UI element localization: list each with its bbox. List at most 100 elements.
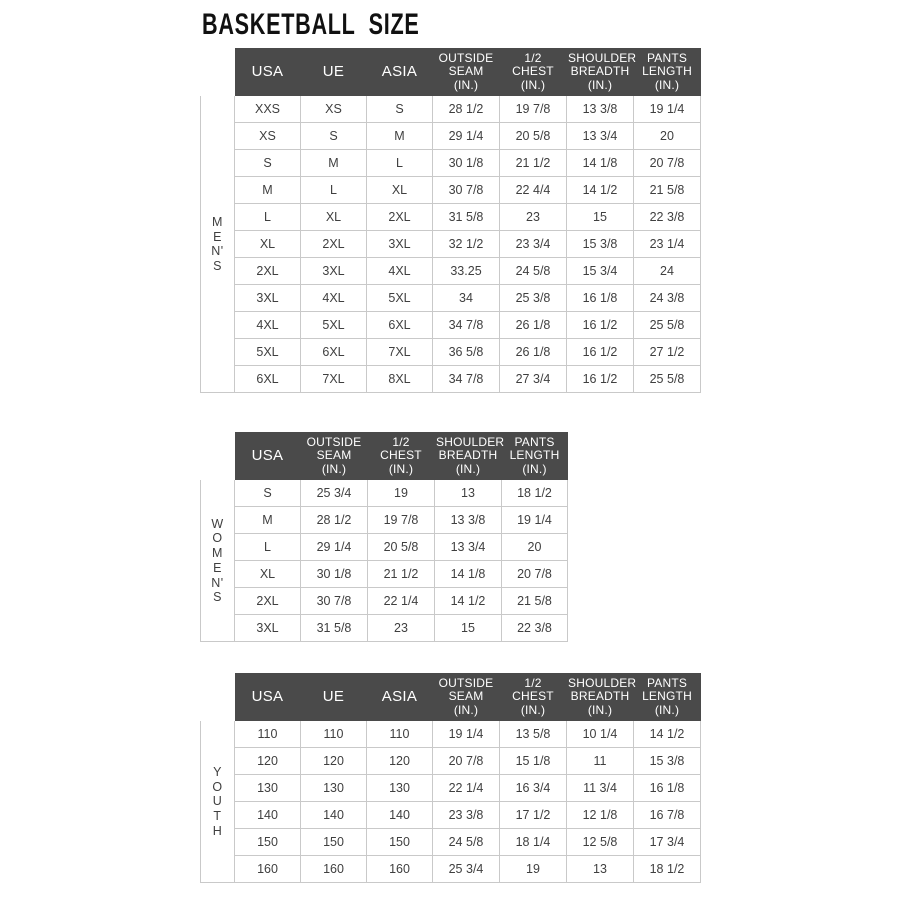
table-row: L 29 1/4 20 5/8 13 3/4 20 <box>201 533 568 562</box>
group-label-letter: W <box>211 516 224 531</box>
measurement-cell: 17 1/2 <box>499 801 567 830</box>
measurement-cell: 15 <box>434 614 502 643</box>
size-cell: 3XL <box>234 614 301 643</box>
measurement-cell: 30 1/8 <box>300 560 368 589</box>
youth-table-body: Y O U T H 110 110 110 19 1/4 13 5/8 10 1/4 14 1/2 12… <box>200 720 701 884</box>
measurement-cell: 16 1/8 <box>566 284 634 313</box>
measurement-cell: 13 3/8 <box>566 95 634 124</box>
size-cell: S <box>234 149 301 178</box>
header-row: USA OUTSIDE SEAM (IN.) 1/2 CHEST (IN.) SHOULDER… <box>200 431 568 481</box>
measurement-cell: 11 3/4 <box>566 774 634 803</box>
size-cell: 5XL <box>234 338 301 367</box>
size-cell: S <box>234 479 301 508</box>
size-cell: 2XL <box>234 587 301 616</box>
table-row: 3XL 4XL 5XL 34 25 3/8 16 1/8 24 3/8 <box>201 284 701 313</box>
group-label-letter: S <box>213 590 222 605</box>
measurement-cell: 25 5/8 <box>633 311 701 340</box>
measurement-cell: 31 5/8 <box>300 614 368 643</box>
table-row: Y O U T H 110 110 110 19 1/4 13 5/8 10 1/4 14 1/2 <box>200 720 701 884</box>
measurement-cell: 160 <box>300 855 367 884</box>
measurement-cell: 140 <box>300 801 367 830</box>
measurement-cell: 140 <box>366 801 433 830</box>
measurement-cell: 14 1/2 <box>633 720 701 749</box>
header-corner-cell <box>200 47 235 97</box>
measurement-cell: 14 1/8 <box>434 560 502 589</box>
size-cell: 130 <box>234 774 301 803</box>
measurement-cell: 110 <box>366 720 433 749</box>
group-label-letter: M <box>212 214 223 229</box>
measurement-cell: 7XL <box>300 365 367 394</box>
measurement-cell: 25 5/8 <box>633 365 701 394</box>
measurement-cell: 13 3/8 <box>434 506 502 535</box>
measurement-cell: 22 3/8 <box>501 614 568 643</box>
header-row: USA UE ASIA OUTSIDE SEAM (IN.) 1/2 CHEST (IN.) SH… <box>200 672 701 722</box>
measurement-cell: 24 5/8 <box>499 257 567 286</box>
column-header-5: SHOULDER BREADTH (IN.) <box>566 47 636 97</box>
header-row: USA UE ASIA OUTSIDE SEAM (IN.) 1/2 CHEST (IN.) SH… <box>200 47 701 97</box>
table-row: XS S M 29 1/4 20 5/8 13 3/4 20 <box>201 122 701 151</box>
size-cell: XS <box>234 122 301 151</box>
measurement-cell: 24 5/8 <box>432 828 500 857</box>
measurement-cell: 4XL <box>300 284 367 313</box>
column-header-3: SHOULDER BREADTH (IN.) <box>434 431 504 481</box>
measurement-cell: 19 1/4 <box>432 720 500 749</box>
column-header-6: PANTS LENGTH (IN.) <box>633 47 701 97</box>
measurement-cell: 34 <box>432 284 500 313</box>
measurement-cell: 16 1/2 <box>566 338 634 367</box>
size-cell: 160 <box>234 855 301 884</box>
womens-size-table: USA OUTSIDE SEAM (IN.) 1/2 CHEST (IN.) SHOULDER… <box>200 431 568 643</box>
measurement-cell: 5XL <box>366 284 433 313</box>
measurement-cell: M <box>366 122 433 151</box>
measurement-cell: 28 1/2 <box>432 95 500 124</box>
group-label-letter: H <box>212 823 223 838</box>
measurement-cell: 21 1/2 <box>367 560 435 589</box>
column-header-4: 1/2 CHEST (IN.) <box>499 47 567 97</box>
measurement-cell: L <box>300 176 367 205</box>
mens-size-table: USA UE ASIA OUTSIDE SEAM (IN.) 1/2 CHEST (IN.) SH… <box>200 47 701 394</box>
womens-table-header: USA OUTSIDE SEAM (IN.) 1/2 CHEST (IN.) SHOULDER… <box>200 431 568 481</box>
group-label-letter: N' <box>211 575 224 590</box>
measurement-cell: 23 <box>499 203 567 232</box>
measurement-cell: 25 3/4 <box>300 479 368 508</box>
measurement-cell: 15 1/8 <box>499 747 567 776</box>
column-header-4: PANTS LENGTH (IN.) <box>501 431 568 481</box>
measurement-cell: 22 1/4 <box>432 774 500 803</box>
womens-table-body: W O M E N' S S 25 3/4 19 13 18 1/2 M 28 1/2 19 7/8 13 … <box>200 479 568 643</box>
group-label-letter: O <box>212 531 223 546</box>
measurement-cell: L <box>366 149 433 178</box>
measurement-cell: 24 3/8 <box>633 284 701 313</box>
measurement-cell: 16 1/2 <box>566 311 634 340</box>
measurement-cell: 110 <box>300 720 367 749</box>
size-cell: 140 <box>234 801 301 830</box>
measurement-cell: 6XL <box>300 338 367 367</box>
size-cell: 4XL <box>234 311 301 340</box>
size-cell: XL <box>234 230 301 259</box>
measurement-cell: 32 1/2 <box>432 230 500 259</box>
measurement-cell: 16 1/2 <box>566 365 634 394</box>
measurement-cell: 23 3/8 <box>432 801 500 830</box>
column-header-3: OUTSIDE SEAM (IN.) <box>432 47 500 97</box>
measurement-cell: 13 3/4 <box>434 533 502 562</box>
measurement-cell: 19 1/4 <box>633 95 701 124</box>
measurement-cell: 19 <box>367 479 435 508</box>
measurement-cell: 16 1/8 <box>633 774 701 803</box>
table-row: 6XL 7XL 8XL 34 7/8 27 3/4 16 1/2 25 5/8 <box>201 365 701 394</box>
measurement-cell: XL <box>300 203 367 232</box>
measurement-cell: 150 <box>300 828 367 857</box>
column-header-1: UE <box>300 672 367 722</box>
measurement-cell: 18 1/2 <box>501 479 568 508</box>
table-row: 140 140 140 23 3/8 17 1/2 12 1/8 16 7/8 <box>201 801 701 830</box>
measurement-cell: 12 5/8 <box>566 828 634 857</box>
column-header-2: 1/2 CHEST (IN.) <box>367 431 435 481</box>
measurement-cell: 22 1/4 <box>367 587 435 616</box>
measurement-cell: 23 <box>367 614 435 643</box>
group-label-letter: S <box>213 259 222 274</box>
measurement-cell: 5XL <box>300 311 367 340</box>
table-row: 4XL 5XL 6XL 34 7/8 26 1/8 16 1/2 25 5/8 <box>201 311 701 340</box>
size-cell: XL <box>234 560 301 589</box>
group-label-letter: O <box>212 779 223 794</box>
measurement-cell: 4XL <box>366 257 433 286</box>
column-header-2: ASIA <box>366 47 433 97</box>
measurement-cell: 120 <box>366 747 433 776</box>
